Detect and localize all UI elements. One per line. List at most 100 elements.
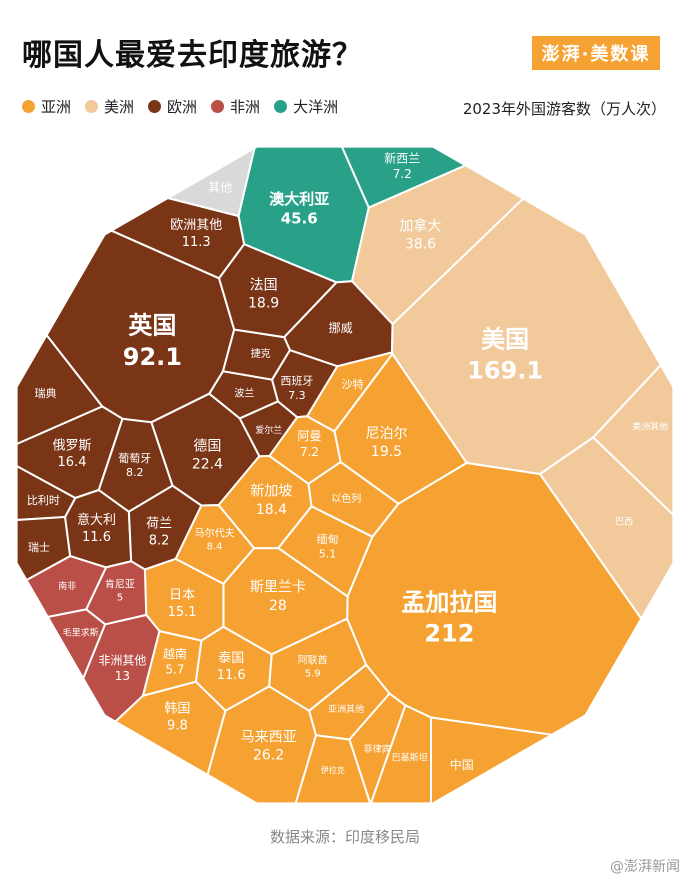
legend-swatch-americas [85,100,99,113]
value-欧洲其他: 11.3 [182,235,211,250]
label-缅甸: 缅甸 [317,532,339,546]
legend-item-oceania: 大洋洲 [274,96,338,117]
cell-挪威 [283,280,394,368]
cell-毛里求斯 [46,608,107,681]
label-德国: 德国 [193,438,221,454]
legend-label-europe: 欧洲 [167,98,198,116]
label-孟加拉国: 孟加拉国 [401,588,497,616]
page-title: 哪国人最爱去印度旅游？ [22,38,363,73]
cell-其他 [165,146,257,218]
legend-item-asia: 亚洲 [22,96,71,117]
value-肯尼亚: 5 [117,593,123,604]
legend-item-africa: 非洲 [211,96,260,117]
value-德国: 22.4 [192,457,223,473]
value-马尔代夫: 8.4 [207,542,223,553]
label-澳大利亚: 澳大利亚 [269,190,329,208]
label-美洲其他: 美洲其他 [632,420,668,432]
label-肯尼亚: 肯尼亚 [105,578,135,591]
value-西班牙: 7.3 [288,389,306,402]
label-俄罗斯: 俄罗斯 [52,438,91,453]
value-日本: 15.1 [168,605,197,620]
label-沙特: 沙特 [342,377,364,391]
cell-中国 [430,716,555,805]
label-加拿大: 加拿大 [399,218,441,235]
label-捷克: 捷克 [251,347,271,360]
value-加拿大: 38.6 [405,237,436,253]
cell-新西兰 [340,145,468,209]
value-韩国: 9.8 [167,718,188,733]
label-韩国: 韩国 [164,701,190,716]
cell-越南 [141,629,203,698]
value-越南: 5.7 [165,663,184,677]
label-葡萄牙: 葡萄牙 [118,452,151,465]
label-美国: 美国 [481,326,529,354]
label-马来西亚: 马来西亚 [241,730,297,746]
cell-以色列 [307,460,400,538]
cell-美洲其他 [591,363,675,518]
legend-item-americas: 美洲 [85,96,134,117]
cell-伊拉克 [294,734,372,805]
value-缅甸: 5.1 [319,547,337,560]
legend-swatch-asia [22,100,35,113]
value-英国: 92.1 [123,343,182,371]
value-法国: 18.9 [248,296,279,312]
value-意大利: 11.6 [82,530,111,545]
label-瑞士: 瑞士 [28,540,50,554]
legend-item-europe: 欧洲 [148,96,197,117]
brand-logo: 澎湃·美数课 [532,36,660,70]
label-比利时: 比利时 [27,494,60,507]
label-伊拉克: 伊拉克 [321,765,345,775]
value-新西兰: 7.2 [393,167,412,181]
label-毛里求斯: 毛里求斯 [63,626,99,638]
label-斯里兰卡: 斯里兰卡 [250,580,306,596]
label-非洲其他: 非洲其他 [98,654,146,668]
value-斯里兰卡: 28 [269,598,287,614]
label-英国: 英国 [128,312,176,340]
legend-swatch-oceania [274,100,288,113]
cell-瑞典 [15,333,104,446]
label-挪威: 挪威 [329,321,353,335]
label-中国: 中国 [450,757,474,772]
label-爱尔兰: 爱尔兰 [255,424,282,436]
chart-subtitle: 2023年外国游客数（万人次） [462,100,666,118]
legend-swatch-africa [211,100,225,113]
label-巴基斯坦: 巴基斯坦 [392,752,428,764]
label-马尔代夫: 马尔代夫 [195,527,235,540]
label-巴西: 巴西 [615,517,633,528]
legend-label-oceania: 大洋洲 [293,98,339,116]
legend-label-americas: 美洲 [104,98,135,116]
legend: 亚洲 美洲 欧洲 非洲 大洋洲 [22,96,338,117]
value-俄罗斯: 16.4 [58,455,87,470]
label-阿曼: 阿曼 [297,429,321,443]
label-泰国: 泰国 [218,651,244,666]
value-美国: 169.1 [467,357,543,385]
label-菲律宾: 菲律宾 [364,743,391,755]
value-阿曼: 7.2 [300,445,319,459]
value-荷兰: 8.2 [149,533,170,548]
label-越南: 越南 [163,646,187,661]
label-意大利: 意大利 [77,512,116,528]
label-亚洲其他: 亚洲其他 [328,703,364,715]
data-source: 数据来源：印度移民局 [269,828,420,846]
value-泰国: 11.6 [217,668,246,683]
value-马来西亚: 26.2 [253,748,284,764]
legend-label-asia: 亚洲 [41,98,72,116]
cell-欧洲其他 [109,196,246,280]
cell-爱尔兰 [238,400,299,458]
value-孟加拉国: 212 [424,620,474,648]
watermark: @澎湃新闻 [610,859,680,875]
label-荷兰: 荷兰 [146,517,172,532]
legend-label-africa: 非洲 [230,98,261,116]
label-南非: 南非 [58,580,76,592]
label-以色列: 以色列 [331,492,361,505]
label-尼泊尔: 尼泊尔 [366,426,408,442]
label-西班牙: 西班牙 [280,375,313,388]
legend-swatch-europe [148,100,162,113]
value-非洲其他: 13 [115,669,130,683]
label-瑞典: 瑞典 [35,386,57,400]
label-法国: 法国 [250,277,278,293]
label-新加坡: 新加坡 [250,484,292,500]
label-新西兰: 新西兰 [384,150,420,165]
value-新加坡: 18.4 [256,502,287,518]
